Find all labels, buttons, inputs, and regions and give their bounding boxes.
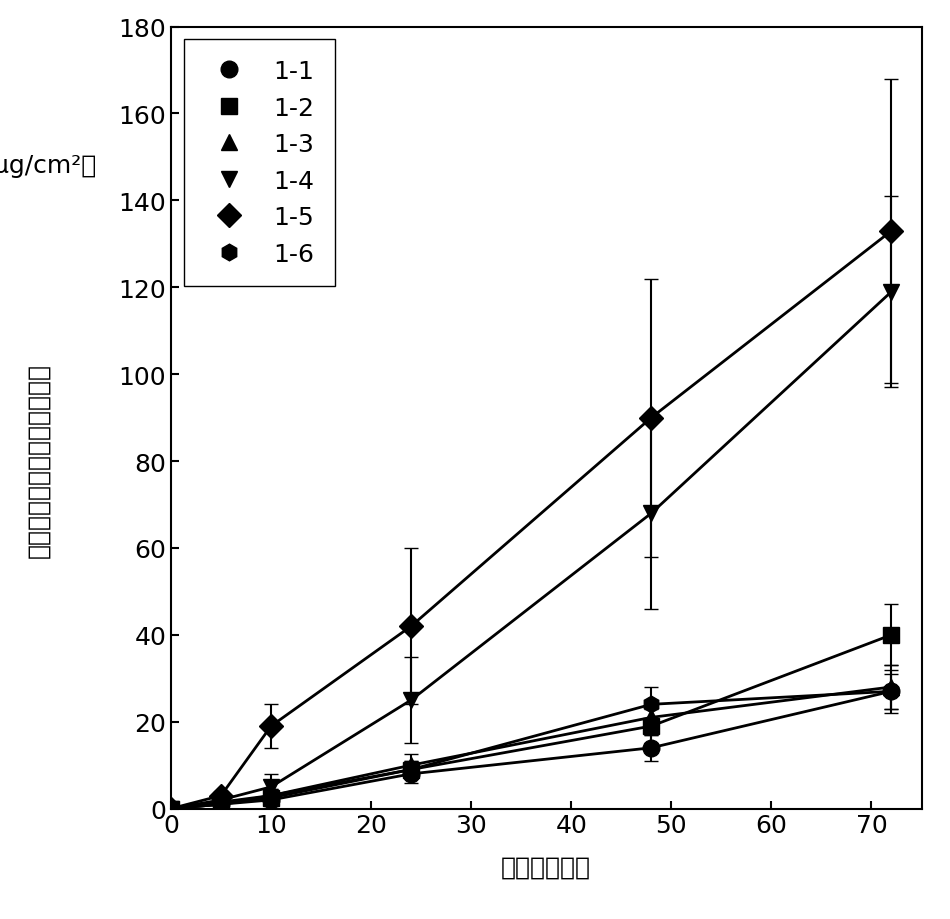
Text: 乙酸寺诺酮透过皮肤的累积量: 乙酸寺诺酮透过皮肤的累积量 xyxy=(26,362,50,557)
Legend: 1-1, 1-2, 1-3, 1-4, 1-5, 1-6: 1-1, 1-2, 1-3, 1-4, 1-5, 1-6 xyxy=(183,40,334,287)
X-axis label: 时间（小时）: 时间（小时） xyxy=(502,854,591,879)
Text: （μg/cm²）: （μg/cm²） xyxy=(0,153,97,177)
